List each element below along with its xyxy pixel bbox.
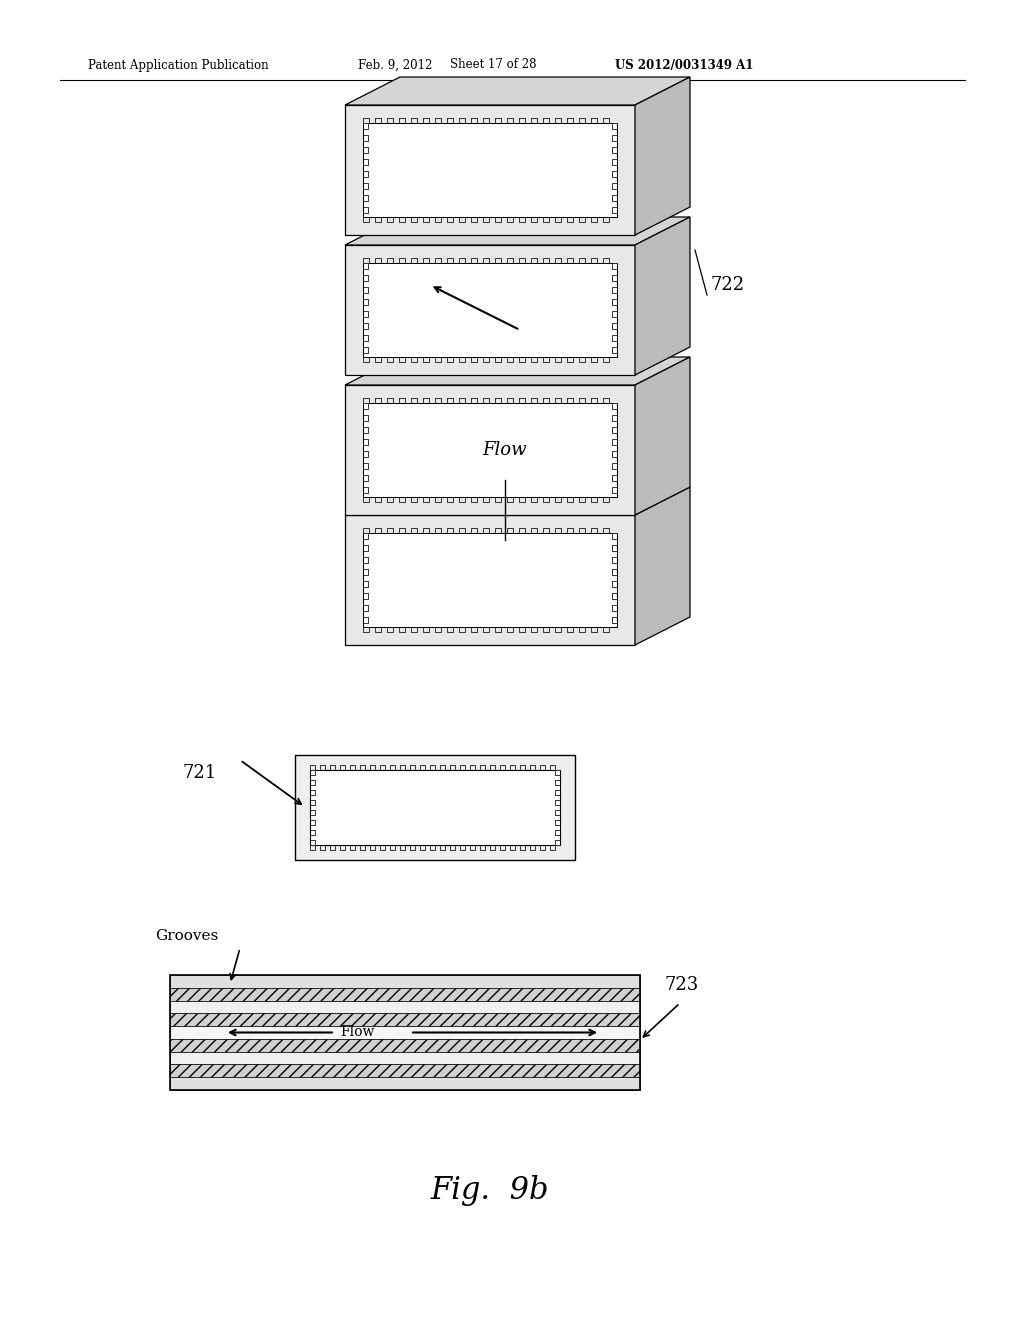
Polygon shape (170, 987, 640, 1001)
Polygon shape (170, 1064, 640, 1077)
Text: Grooves: Grooves (155, 929, 218, 942)
Polygon shape (310, 770, 560, 845)
Polygon shape (635, 77, 690, 235)
Polygon shape (362, 123, 617, 216)
Polygon shape (345, 515, 635, 645)
Polygon shape (362, 403, 617, 498)
Polygon shape (635, 216, 690, 375)
Text: Flow: Flow (340, 1026, 375, 1040)
Polygon shape (170, 1014, 640, 1026)
Polygon shape (345, 246, 635, 375)
Polygon shape (345, 385, 635, 515)
Polygon shape (345, 487, 690, 515)
Polygon shape (170, 1077, 640, 1090)
Text: Feb. 9, 2012: Feb. 9, 2012 (358, 58, 432, 71)
Text: Patent Application Publication: Patent Application Publication (88, 58, 268, 71)
Polygon shape (635, 356, 690, 515)
Text: 723: 723 (665, 975, 699, 994)
Text: US 2012/0031349 A1: US 2012/0031349 A1 (615, 58, 754, 71)
Text: 722: 722 (710, 276, 744, 294)
Polygon shape (345, 356, 690, 385)
Polygon shape (635, 487, 690, 645)
Polygon shape (362, 263, 617, 356)
Text: 721: 721 (182, 764, 216, 781)
Polygon shape (362, 533, 617, 627)
Polygon shape (170, 1026, 640, 1039)
Polygon shape (295, 755, 575, 861)
Polygon shape (170, 1001, 640, 1014)
Polygon shape (170, 1052, 640, 1064)
Polygon shape (345, 77, 690, 106)
Polygon shape (170, 975, 640, 987)
Text: Fig.  9b: Fig. 9b (430, 1175, 549, 1205)
Polygon shape (170, 1039, 640, 1052)
Text: Sheet 17 of 28: Sheet 17 of 28 (450, 58, 537, 71)
Polygon shape (345, 106, 635, 235)
Text: Flow: Flow (482, 441, 527, 459)
Polygon shape (345, 216, 690, 246)
